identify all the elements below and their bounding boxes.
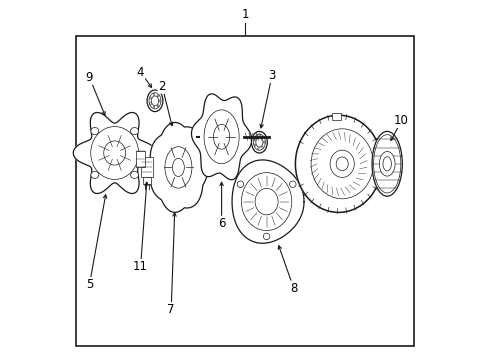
Ellipse shape	[91, 171, 99, 179]
Text: 8: 8	[290, 282, 297, 294]
Ellipse shape	[242, 173, 292, 230]
Ellipse shape	[149, 93, 161, 109]
Ellipse shape	[290, 181, 296, 188]
Ellipse shape	[153, 93, 155, 95]
Ellipse shape	[172, 158, 184, 176]
Ellipse shape	[130, 127, 139, 135]
Ellipse shape	[262, 146, 263, 148]
Ellipse shape	[214, 124, 230, 149]
Text: 2: 2	[158, 80, 166, 93]
Text: 9: 9	[86, 71, 93, 84]
Ellipse shape	[262, 136, 263, 138]
Bar	[141, 157, 153, 177]
Ellipse shape	[311, 129, 373, 199]
Text: 7: 7	[168, 303, 175, 316]
Text: 5: 5	[86, 278, 93, 291]
Ellipse shape	[263, 233, 270, 240]
Polygon shape	[192, 94, 252, 180]
Ellipse shape	[237, 181, 244, 188]
Ellipse shape	[130, 171, 139, 179]
Ellipse shape	[256, 137, 263, 147]
Ellipse shape	[372, 131, 402, 196]
Bar	[332, 113, 341, 120]
Ellipse shape	[330, 150, 354, 177]
Ellipse shape	[150, 97, 151, 99]
Ellipse shape	[91, 127, 139, 180]
Ellipse shape	[165, 147, 192, 188]
Ellipse shape	[251, 131, 268, 153]
Ellipse shape	[157, 105, 159, 107]
Ellipse shape	[147, 90, 163, 112]
Polygon shape	[232, 160, 304, 243]
Text: 4: 4	[137, 66, 145, 78]
Text: 11: 11	[133, 260, 148, 273]
Text: 6: 6	[218, 217, 225, 230]
Ellipse shape	[204, 110, 239, 164]
Ellipse shape	[91, 127, 99, 135]
Ellipse shape	[104, 141, 125, 165]
Ellipse shape	[151, 96, 159, 106]
Polygon shape	[74, 112, 156, 194]
Text: 3: 3	[269, 69, 276, 82]
Ellipse shape	[254, 144, 256, 146]
Text: 1: 1	[241, 8, 249, 21]
Ellipse shape	[255, 188, 278, 215]
Polygon shape	[150, 122, 208, 212]
Bar	[76, 36, 414, 346]
Bar	[136, 151, 145, 167]
Text: 10: 10	[394, 114, 409, 127]
Ellipse shape	[159, 100, 161, 102]
Ellipse shape	[157, 95, 159, 97]
Ellipse shape	[379, 152, 395, 176]
Bar	[143, 177, 151, 184]
Ellipse shape	[253, 134, 266, 150]
Ellipse shape	[150, 103, 151, 105]
Ellipse shape	[264, 141, 265, 143]
Ellipse shape	[153, 106, 155, 108]
Ellipse shape	[383, 157, 392, 171]
Polygon shape	[295, 115, 382, 212]
Ellipse shape	[254, 138, 256, 140]
Ellipse shape	[258, 135, 259, 137]
Ellipse shape	[336, 157, 348, 171]
Ellipse shape	[258, 148, 259, 150]
